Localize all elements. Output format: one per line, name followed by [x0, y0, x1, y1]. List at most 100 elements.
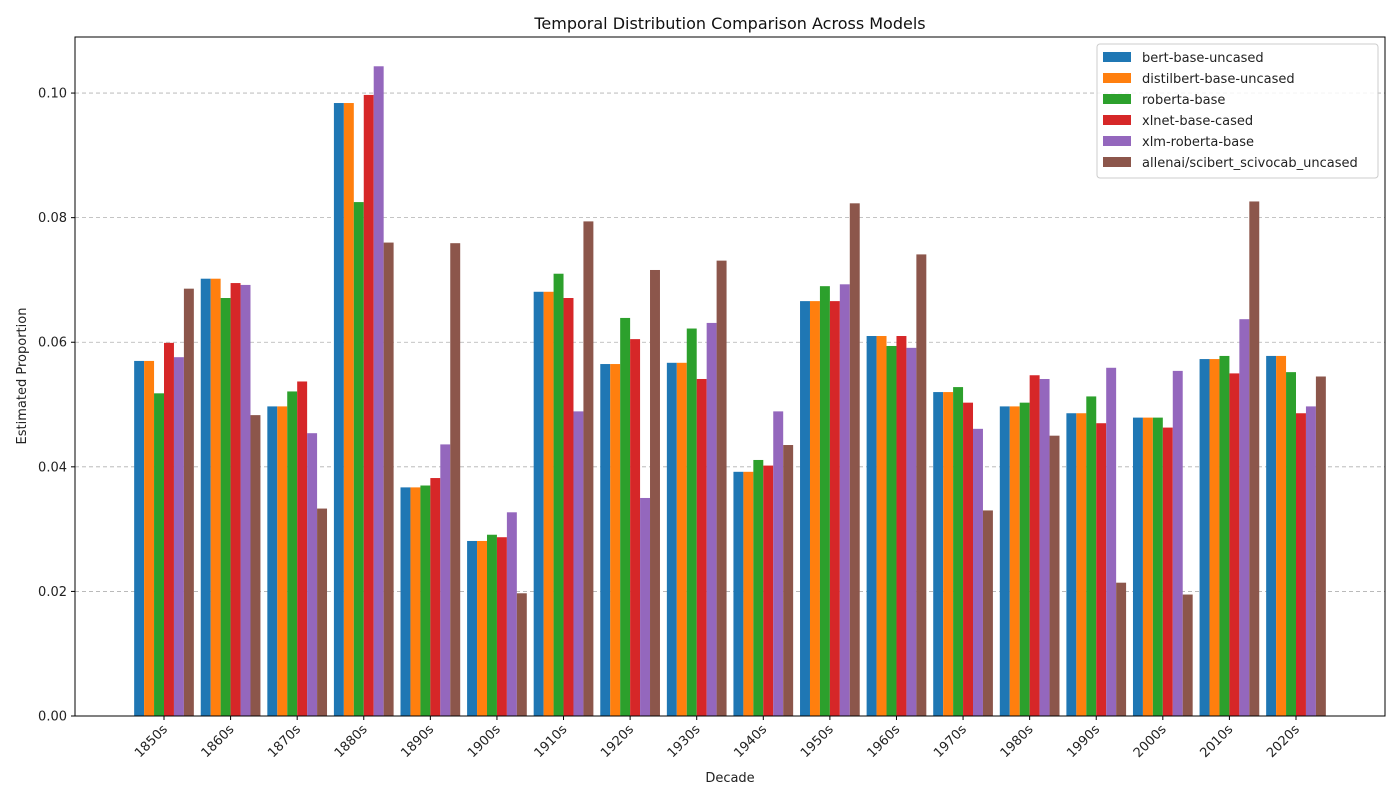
bar: [849, 203, 860, 716]
x-tick-label: 2020s: [1264, 722, 1303, 761]
x-tick-label: 1900s: [465, 722, 504, 761]
bar: [506, 512, 517, 716]
bar: [620, 317, 631, 716]
x-tick-label: 1890s: [398, 722, 437, 761]
bar: [1086, 396, 1097, 716]
y-axis-title: Estimated Proportion: [15, 308, 30, 445]
x-tick-label: 1990s: [1064, 722, 1103, 761]
plot-frame: [74, 36, 1386, 717]
bar: [134, 360, 145, 716]
bar: [1276, 355, 1287, 716]
bar: [333, 103, 344, 716]
bar: [164, 342, 174, 716]
bar: [876, 336, 887, 716]
bar: [553, 273, 564, 716]
bar: [1286, 372, 1296, 716]
bar: [696, 378, 707, 716]
legend-swatch: [1103, 94, 1131, 104]
y-tick-label: 0.04: [38, 460, 67, 475]
bar: [963, 402, 974, 716]
bar: [183, 288, 194, 716]
bar: [896, 336, 907, 716]
bar: [1315, 376, 1326, 716]
bar: [982, 510, 993, 716]
bar: [250, 415, 261, 716]
bar: [1239, 319, 1250, 716]
bar: [753, 459, 764, 716]
bar: [516, 593, 527, 716]
bar: [400, 487, 411, 716]
bar: [1296, 413, 1306, 716]
bar: [210, 278, 221, 716]
bar: [1009, 406, 1020, 716]
legend-swatch: [1103, 136, 1131, 146]
bar: [440, 444, 451, 716]
bar: [267, 406, 278, 716]
bar: [343, 103, 354, 716]
bar: [819, 286, 830, 716]
legend-label: xlm-roberta-base: [1142, 135, 1254, 150]
legend-swatch: [1103, 52, 1131, 62]
bar: [686, 328, 697, 716]
bar: [154, 393, 164, 716]
x-tick-label: 2000s: [1131, 722, 1170, 761]
bar: [1152, 417, 1163, 716]
bar: [1019, 402, 1030, 716]
bar: [200, 278, 211, 716]
bar: [716, 260, 727, 716]
bar: [829, 301, 840, 716]
x-tick-label: 1870s: [265, 722, 304, 761]
legend-label: roberta-base: [1142, 93, 1225, 108]
bar: [1182, 594, 1193, 716]
bar: [866, 336, 877, 716]
x-tick-label: 1860s: [199, 722, 238, 761]
bar: [486, 534, 497, 716]
bar: [1172, 370, 1183, 716]
legend-label: xlnet-base-cased: [1142, 114, 1253, 129]
x-axis-title: Decade: [705, 771, 754, 786]
bar: [430, 478, 441, 716]
bar: [1229, 373, 1240, 716]
bar: [773, 411, 784, 716]
bar: [1116, 582, 1127, 716]
bar: [706, 322, 717, 716]
bar: [973, 428, 983, 716]
y-tick-label: 0.00: [38, 710, 67, 725]
x-axis: 1850s 1860s 1870s 1880s 1890s 1900s 1910s 1920s…: [132, 716, 1303, 761]
bar: [933, 392, 944, 716]
x-tick-label: 1880s: [332, 722, 371, 761]
bar: [1132, 417, 1143, 716]
bar: [763, 465, 774, 716]
bar: [144, 360, 155, 716]
bar: [1209, 359, 1220, 716]
x-tick-label: 1910s: [532, 722, 571, 761]
bar: [543, 291, 554, 716]
bar: [906, 347, 917, 716]
bar: [676, 362, 687, 716]
bar: [1266, 355, 1277, 716]
bar: [953, 387, 964, 716]
y-tick-label: 0.10: [38, 87, 67, 102]
bar: [650, 269, 660, 716]
x-tick-label: 1950s: [798, 722, 837, 761]
bar: [230, 283, 241, 716]
y-tick-label: 0.02: [38, 585, 67, 600]
x-tick-label: 2010s: [1197, 722, 1236, 761]
bar: [373, 66, 384, 716]
bar: [563, 298, 574, 716]
bar: [1162, 427, 1173, 716]
legend-label: distilbert-base-uncased: [1142, 72, 1295, 87]
bars: [134, 66, 1326, 717]
bar: [410, 487, 421, 716]
x-tick-label: 1970s: [931, 722, 970, 761]
legend-swatch: [1103, 115, 1131, 125]
bar: [1249, 201, 1260, 716]
bar: [839, 284, 850, 716]
bar: [800, 301, 810, 716]
bar: [450, 243, 461, 716]
bar: [277, 406, 288, 716]
x-tick-label: 1920s: [598, 722, 637, 761]
bar: [353, 202, 364, 716]
